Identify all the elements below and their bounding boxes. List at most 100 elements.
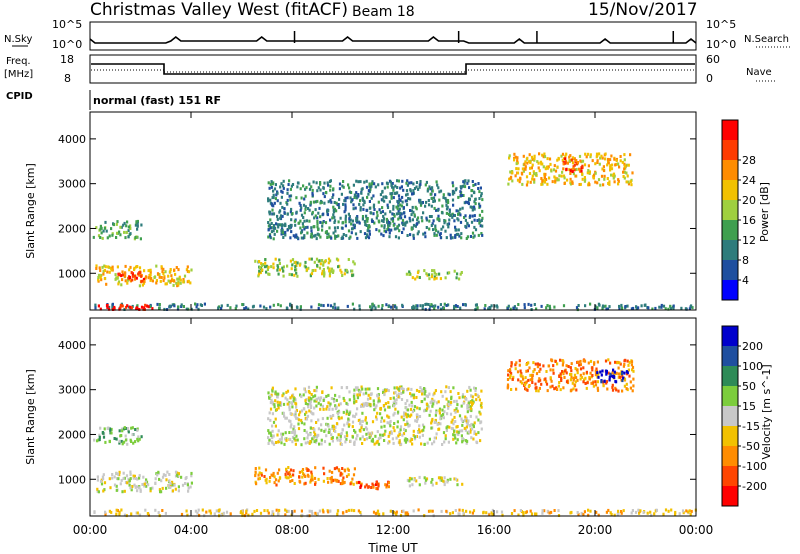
echo-cell	[393, 391, 396, 395]
echo-cell	[587, 508, 590, 512]
echo-cell	[338, 182, 342, 186]
echo-cell	[304, 226, 307, 229]
echo-cell	[598, 152, 601, 156]
echo-cell	[456, 305, 459, 308]
echo-cell	[315, 421, 318, 424]
echo-cell	[165, 282, 168, 286]
echo-cell	[138, 437, 141, 441]
echo-cell	[437, 217, 440, 221]
echo-cell	[397, 236, 400, 240]
echo-cell	[283, 224, 286, 228]
echo-cell	[513, 158, 516, 162]
echo-cell	[129, 477, 132, 481]
echo-cell	[432, 393, 435, 397]
echo-cell	[543, 509, 546, 513]
echo-cell	[413, 408, 416, 412]
echo-cell	[362, 207, 365, 211]
echo-cell	[373, 408, 376, 412]
echo-cell	[374, 512, 377, 516]
echo-cell	[572, 387, 575, 391]
echo-cell	[286, 398, 289, 402]
echo-cell	[389, 424, 392, 428]
echo-cell	[309, 478, 313, 482]
echo-cell	[373, 221, 376, 225]
echo-cell	[632, 384, 635, 388]
echo-cell	[331, 407, 334, 411]
echo-cell	[124, 434, 127, 438]
echo-cell	[426, 189, 429, 193]
echo-cell	[132, 474, 135, 478]
echo-cell	[398, 197, 401, 201]
echo-cell	[428, 185, 431, 189]
echo-cell	[272, 237, 275, 241]
echo-cell	[263, 509, 266, 513]
echo-cell	[164, 282, 167, 286]
echo-cell	[337, 468, 340, 472]
echo-cell	[257, 274, 260, 278]
echo-cell	[278, 438, 281, 442]
echo-cell	[433, 399, 436, 403]
echo-cell	[538, 152, 541, 156]
echo-cell	[591, 368, 594, 372]
echo-cell	[117, 477, 120, 481]
echo-cell	[655, 508, 658, 512]
echo-cell	[383, 186, 386, 190]
echo-cell	[393, 214, 396, 218]
echo-cell	[473, 218, 476, 222]
echo-cell	[428, 437, 431, 441]
echo-cell	[535, 307, 538, 311]
echo-cell	[399, 513, 403, 517]
echo-cell	[481, 198, 484, 202]
echo-cell	[465, 509, 468, 513]
echo-cell	[292, 234, 295, 238]
echo-cell	[406, 192, 409, 196]
y-tick-label: 3000	[58, 178, 86, 191]
echo-cell	[338, 395, 341, 399]
echo-cell	[434, 304, 437, 308]
echo-cell	[243, 307, 246, 311]
echo-cell	[678, 512, 681, 516]
echo-cell	[125, 231, 128, 234]
echo-cell	[321, 228, 324, 232]
echo-cell	[342, 476, 345, 480]
echo-cell	[147, 483, 150, 487]
echo-cell	[380, 416, 383, 420]
echo-cell	[449, 236, 453, 240]
echo-cell	[309, 399, 312, 403]
echo-cell	[576, 360, 580, 364]
echo-cell	[307, 207, 310, 210]
echo-cell	[467, 179, 470, 183]
echo-cell	[405, 193, 408, 197]
echo-cell	[515, 307, 518, 311]
echo-cell	[281, 190, 284, 194]
colorbar-swatch	[722, 386, 738, 406]
echo-cell	[291, 479, 294, 482]
echo-cell	[689, 512, 692, 516]
echo-cell	[466, 201, 469, 204]
echo-cell	[409, 439, 412, 443]
echo-cell	[272, 442, 276, 446]
echo-cell	[432, 228, 435, 232]
echo-cell	[573, 168, 576, 172]
echo-cell	[123, 440, 126, 444]
echo-cell	[225, 510, 229, 514]
echo-cell	[116, 265, 119, 269]
echo-cell	[352, 203, 355, 207]
echo-cell	[135, 276, 138, 280]
echo-cell	[294, 398, 297, 402]
echo-cell	[356, 386, 359, 390]
echo-cell	[296, 185, 299, 189]
echo-cell	[374, 306, 377, 310]
echo-cell	[274, 399, 277, 403]
echo-cell	[457, 209, 460, 213]
echo-cell	[308, 409, 311, 413]
echo-cell	[617, 366, 620, 370]
echo-cell	[276, 395, 279, 399]
echo-cell	[275, 408, 278, 412]
echo-cell	[120, 274, 123, 278]
echo-cell	[335, 466, 338, 470]
echo-cell	[379, 433, 382, 437]
echo-cell	[392, 413, 395, 417]
echo-cell	[469, 407, 472, 411]
echo-cell	[282, 236, 285, 239]
